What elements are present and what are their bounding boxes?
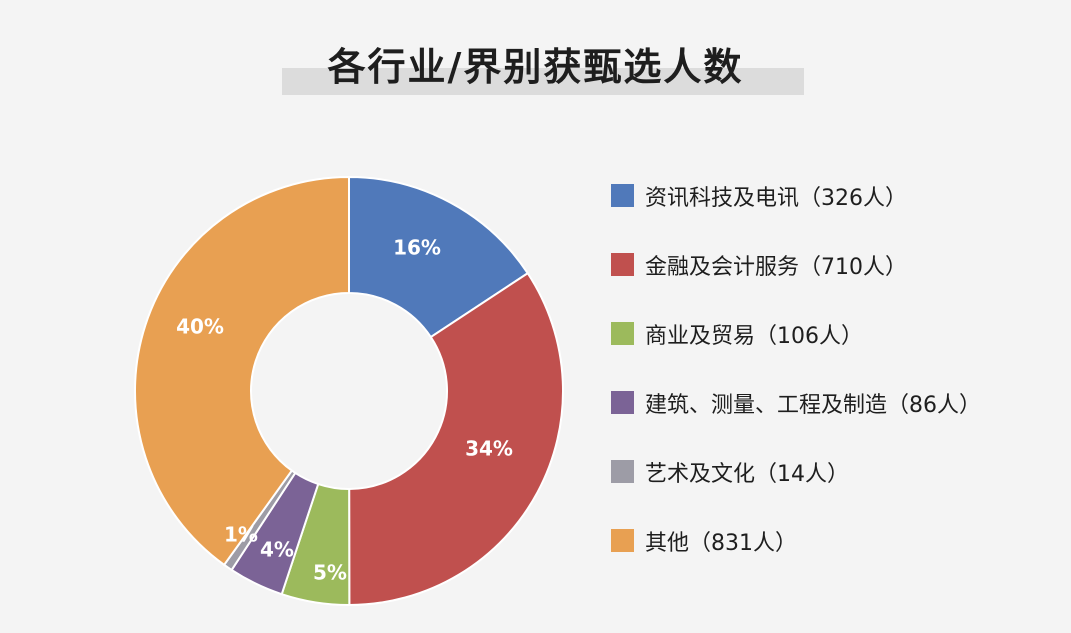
slice-1 bbox=[348, 271, 564, 607]
slice-percent-label-2: 5% bbox=[313, 561, 347, 585]
legend-label: 金融及会计服务（710人） bbox=[645, 255, 907, 280]
legend-label: 资讯科技及电讯（326人） bbox=[645, 186, 907, 211]
legend-label: 艺术及文化（14人） bbox=[645, 462, 849, 487]
slice-percent-label-5: 40% bbox=[176, 315, 224, 339]
slice-0 bbox=[348, 175, 530, 339]
legend-swatch bbox=[611, 322, 634, 345]
slice-5 bbox=[134, 175, 350, 567]
slice-percent-label-3: 4% bbox=[260, 538, 294, 562]
legend-swatch bbox=[611, 529, 634, 552]
slice-percent-label-0: 16% bbox=[393, 236, 441, 260]
slice-percent-label-1: 34% bbox=[465, 437, 513, 461]
legend-swatch bbox=[611, 184, 634, 207]
title-underline-bar bbox=[282, 68, 804, 95]
slice-labels: 16% 34% 5% 4%1% 40% bbox=[176, 236, 513, 585]
donut-slices bbox=[134, 175, 564, 607]
legend-label: 商业及贸易（106人） bbox=[645, 324, 863, 349]
legend-label: 建筑、测量、工程及制造（86人） bbox=[645, 393, 981, 418]
legend-swatch bbox=[611, 253, 634, 276]
legend-swatch bbox=[611, 391, 634, 414]
legend-label: 其他（831人） bbox=[645, 531, 797, 556]
legend-swatch bbox=[611, 460, 634, 483]
chart-title: 各行业/界别获甄选人数 bbox=[327, 45, 744, 89]
slice-percent-label-4: 1% bbox=[224, 523, 258, 547]
